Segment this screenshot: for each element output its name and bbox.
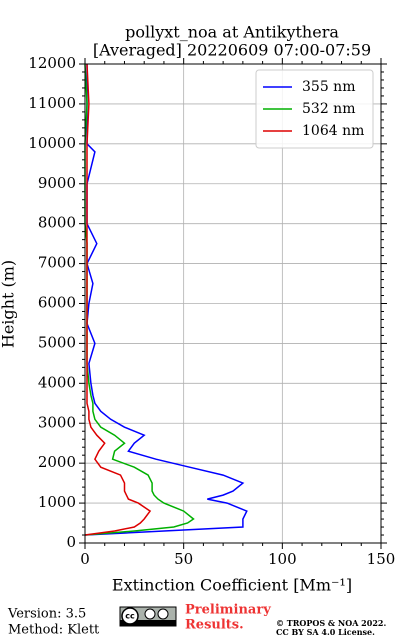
y-tick-label: 7000 — [38, 254, 76, 272]
x-tick-label: 50 — [174, 550, 193, 568]
y-tick-label: 1000 — [38, 493, 76, 511]
copyright: © TROPOS & NOA 2022. — [276, 618, 386, 628]
notice: Preliminary — [185, 603, 271, 618]
legend-label: 1064 nm — [302, 123, 364, 139]
y-tick-label: 5000 — [38, 333, 76, 351]
notice: Results. — [185, 618, 244, 633]
y-tick-label: 3000 — [38, 413, 76, 431]
y-tick-label: 12000 — [28, 54, 76, 72]
y-tick-label: 11000 — [28, 94, 76, 112]
svg-text:cc: cc — [125, 612, 135, 621]
y-tick-label: 6000 — [38, 294, 76, 312]
y-tick-label: 0 — [66, 533, 76, 551]
x-tick-label: 150 — [367, 550, 396, 568]
x-axis-label: Extinction Coefficient [Mm⁻¹] — [112, 576, 352, 595]
cc-logo: cc — [119, 606, 177, 627]
y-tick-label: 2000 — [38, 453, 76, 471]
profile-line — [84, 64, 248, 536]
version: Version: 3.5 — [7, 607, 86, 622]
y-axis-label: Height (m) — [0, 260, 18, 348]
method: Method: Klett — [8, 623, 100, 638]
legend-label: 355 nm — [302, 79, 355, 95]
y-tick-label: 10000 — [28, 134, 76, 152]
y-tick-label: 4000 — [38, 373, 76, 391]
x-tick-label: 0 — [80, 550, 90, 568]
legend-label: 532 nm — [302, 101, 355, 117]
x-tick-label: 100 — [268, 550, 297, 568]
legend: 355 nm 532 nm 1064 nm — [255, 69, 374, 149]
y-tick-label: 8000 — [38, 214, 76, 232]
chart-subtitle: [Averaged] 20220609 07:00-07:59 — [93, 41, 371, 60]
license: CC BY SA 4.0 License. — [276, 627, 375, 637]
chart-title: pollyxt_noa at Antikythera — [125, 23, 339, 42]
profile-line — [84, 63, 152, 536]
legend-box — [255, 69, 374, 149]
y-tick-label: 9000 — [38, 174, 76, 192]
plot-frame — [84, 63, 382, 544]
